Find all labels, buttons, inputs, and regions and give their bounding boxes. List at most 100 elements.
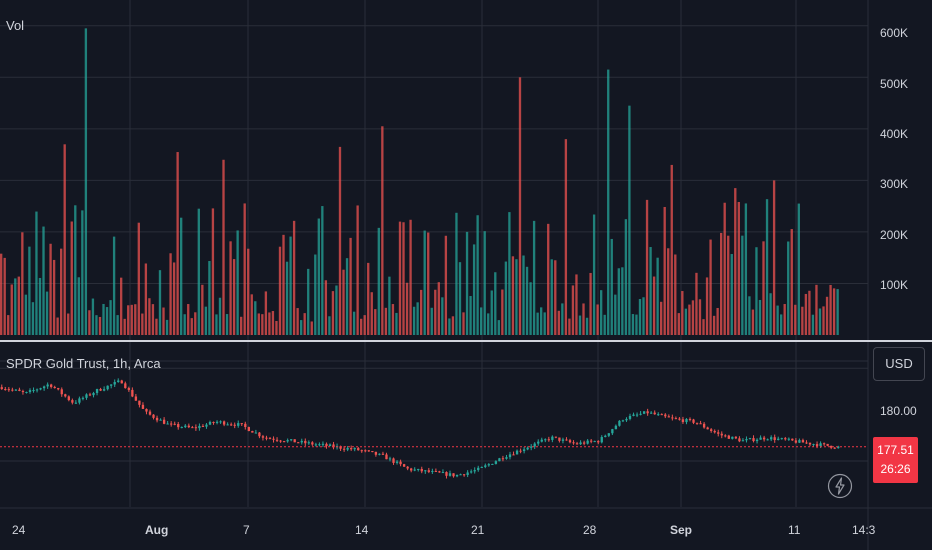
candle	[519, 448, 522, 454]
candle	[427, 467, 430, 474]
candle-body	[102, 389, 106, 391]
candle-body	[261, 436, 265, 438]
symbol-title[interactable]: SPDR Gold Trust, 1h, Arca	[6, 356, 161, 371]
candle	[205, 423, 208, 429]
candle-body	[706, 427, 709, 430]
candle-body	[762, 437, 766, 440]
volume-bar	[42, 226, 45, 335]
candle	[632, 412, 635, 417]
candle	[127, 386, 130, 392]
volume-bar	[116, 315, 119, 335]
candle-body	[635, 414, 639, 416]
candle	[265, 435, 268, 441]
candle-body	[777, 438, 780, 440]
candle-body	[565, 439, 568, 441]
candle	[752, 435, 755, 443]
candle	[388, 456, 392, 462]
candle-body	[254, 432, 258, 434]
candle	[639, 411, 642, 416]
candle-body	[297, 442, 300, 444]
bar-countdown: 26:26	[880, 462, 911, 476]
candle	[717, 429, 720, 437]
candle-body	[494, 461, 498, 464]
lightning-bolt-icon[interactable]	[827, 473, 853, 499]
volume-bar	[462, 312, 465, 335]
volume-tick-300k: 300K	[880, 177, 908, 191]
volume-bar	[95, 315, 98, 335]
candle	[162, 417, 166, 425]
currency-button[interactable]: USD	[873, 347, 925, 381]
volume-bar	[663, 206, 666, 335]
candle	[621, 419, 625, 423]
volume-bar	[511, 256, 515, 335]
candle	[148, 409, 152, 416]
candle	[445, 471, 448, 479]
candle	[526, 446, 529, 451]
volume-indicator-label[interactable]: Vol	[6, 18, 25, 33]
candle	[353, 447, 356, 452]
candle	[607, 433, 610, 438]
candle-body	[438, 471, 441, 473]
volume-bar	[635, 314, 638, 335]
candle-body	[710, 429, 713, 431]
candle-body	[50, 384, 53, 387]
candle-body	[265, 437, 268, 439]
candle-body	[664, 414, 667, 417]
volume-bar	[296, 308, 299, 335]
candle-body	[759, 437, 762, 440]
candle-body	[720, 433, 723, 436]
candle	[575, 441, 579, 445]
candle-body	[279, 440, 282, 442]
candle-body	[159, 419, 162, 421]
candle-body	[717, 432, 720, 434]
volume-bar	[797, 203, 800, 335]
candle-body	[551, 436, 554, 440]
candle-body	[138, 400, 141, 405]
candle	[678, 417, 681, 421]
candle	[515, 449, 519, 455]
candle	[561, 437, 565, 444]
candle-body	[413, 469, 416, 471]
candle-body	[134, 396, 138, 401]
candle-body	[244, 423, 247, 428]
volume-bar	[123, 318, 126, 335]
candle	[685, 418, 688, 425]
volume-bar	[734, 188, 737, 335]
candle	[551, 435, 554, 443]
volume-bar	[102, 303, 105, 335]
volume-bar	[127, 305, 130, 335]
candle-body	[92, 392, 95, 396]
candle	[713, 429, 716, 434]
candle	[95, 388, 99, 396]
candle-body	[99, 389, 102, 391]
candle	[459, 473, 462, 476]
volume-bar	[645, 199, 649, 335]
time-label-28: 28	[583, 523, 597, 537]
volume-bar	[600, 290, 603, 335]
volume-bar	[508, 212, 511, 335]
candle-body	[64, 394, 67, 397]
volume-bar	[264, 291, 268, 335]
candle	[660, 413, 663, 416]
volume-bar	[554, 260, 557, 335]
candle	[187, 423, 190, 429]
candle-body	[501, 458, 505, 460]
candle-body	[522, 449, 526, 452]
candle	[325, 442, 328, 449]
volume-bar	[194, 312, 197, 335]
candle-body	[826, 443, 829, 446]
time-label-11: 11	[788, 523, 801, 537]
volume-bar	[448, 318, 451, 335]
volume-bar	[437, 282, 440, 335]
volume-bar	[571, 285, 575, 335]
candle	[166, 421, 169, 425]
volume-bar	[257, 313, 260, 335]
volume-tick-100k: 100K	[880, 278, 908, 292]
candle-body	[321, 443, 325, 445]
candle	[791, 438, 794, 441]
candle-body	[286, 440, 289, 442]
candle	[99, 387, 102, 392]
volume-bar	[215, 314, 218, 335]
candle-body	[392, 458, 395, 463]
